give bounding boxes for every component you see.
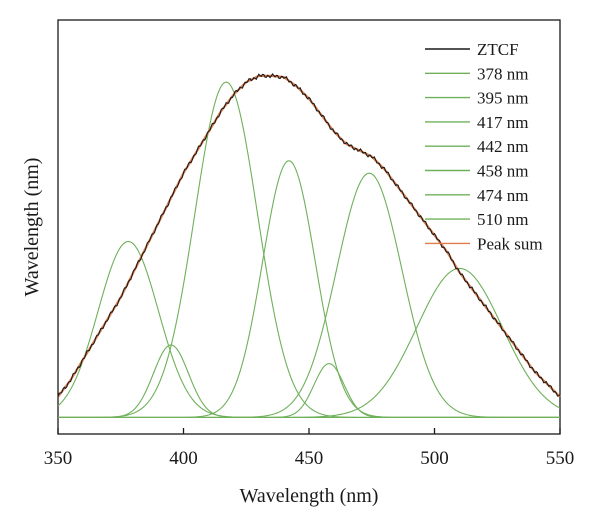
- legend-label-3: 417 nm: [477, 113, 528, 132]
- legend-label-8: Peak sum: [477, 234, 543, 253]
- x-tick-label-500: 500: [420, 448, 449, 469]
- legend-label-6: 474 nm: [477, 186, 528, 205]
- peak-curve-378: [57, 240, 560, 418]
- legend-label-0: ZTCF: [477, 40, 519, 59]
- ztcf-measured-curve: [57, 72, 561, 397]
- x-tick-label-450: 450: [295, 448, 324, 469]
- legend-label-1: 378 nm: [477, 64, 528, 83]
- peak-sum-layer: [57, 72, 561, 398]
- y-axis-title: Wavelength (nm): [21, 158, 43, 297]
- x-tick-label-400: 400: [169, 448, 198, 469]
- x-tick-label-550: 550: [546, 448, 575, 469]
- x-axis-ticks: 350 400 450 500 550: [44, 428, 575, 469]
- legend-label-2: 395 nm: [477, 89, 528, 108]
- legend-label-7: 510 nm: [477, 210, 528, 229]
- peak-curves: [57, 81, 561, 418]
- x-tick-label-350: 350: [44, 448, 73, 469]
- peak-curve-510: [58, 267, 561, 418]
- legend-label-4: 442 nm: [477, 137, 528, 156]
- legend: ZTCF 378 nm 395 nm 417 nm 442 nm 458 nm 474 nm…: [425, 40, 543, 253]
- legend-label-5: 458 nm: [477, 162, 528, 181]
- x-axis-title: Wavelength (nm): [240, 485, 379, 507]
